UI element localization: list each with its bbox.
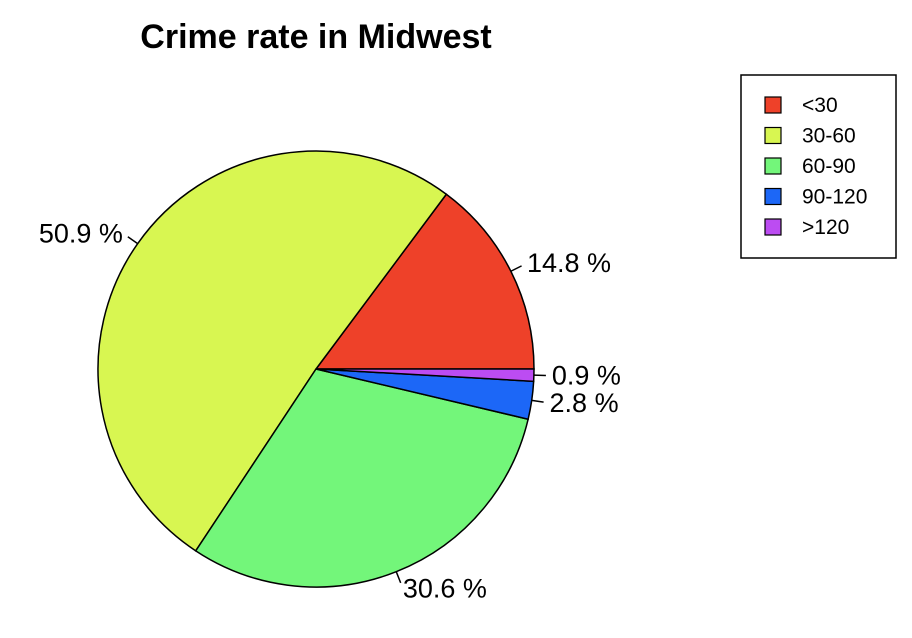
legend-swatch-1 — [764, 96, 782, 114]
legend: <30 30-60 60-90 90-120 >120 — [740, 74, 897, 259]
label-tick-2 — [127, 236, 139, 245]
chart-title: Crime rate in Midwest — [140, 18, 491, 56]
pie-label-4: 2.8 % — [550, 388, 619, 418]
legend-swatch-4 — [764, 187, 782, 206]
legend-label-1: <30 — [802, 94, 838, 117]
pie-label-5: 0.9 % — [552, 361, 621, 391]
label-tick-4 — [531, 399, 544, 403]
pie-slices — [97, 150, 535, 588]
pie-label-1: 14.8 % — [527, 248, 611, 278]
pie-label-2: 50.9 % — [39, 218, 123, 248]
legend-label-4: 90-120 — [802, 186, 867, 209]
pie-label-3: 30.6 % — [403, 573, 487, 603]
legend-label-2: 30-60 — [802, 125, 856, 148]
legend-swatch-2 — [764, 126, 782, 145]
legend-label-5: >120 — [802, 216, 849, 239]
label-tick-3 — [395, 571, 402, 584]
pie-slice-3 — [194, 368, 530, 588]
pie-slice-2 — [97, 150, 448, 552]
legend-swatch-5 — [764, 218, 782, 236]
pie-slice-1 — [314, 193, 535, 370]
legend-label-3: 60-90 — [802, 155, 856, 178]
legend-swatch-3 — [764, 157, 782, 175]
label-tick-1 — [510, 265, 522, 272]
pie-labels: 14.8 % 50.9 % 30.6 % 2.8 %0.9 % — [39, 218, 621, 603]
